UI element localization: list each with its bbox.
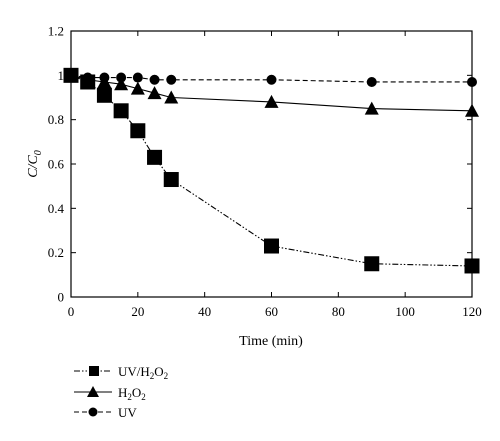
- legend-item-h2o2: H2O2: [74, 385, 146, 402]
- x-tick-label: 80: [332, 304, 345, 319]
- y-axis-title-main: C/C: [26, 155, 41, 178]
- data-point-triangle: [130, 81, 145, 95]
- data-point-triangle: [364, 101, 379, 115]
- legend: UV/H2O2 H2O2 UV: [74, 364, 168, 420]
- y-axis-title: C/C0: [26, 150, 44, 178]
- data-point-circle: [467, 76, 477, 87]
- data-point-square: [130, 123, 146, 139]
- x-tick-label: 60: [265, 304, 278, 319]
- series-uv: [66, 70, 477, 87]
- x-axis-title: Time (min): [239, 334, 303, 349]
- series-line-uv: [70, 74, 472, 83]
- y-tick-label: 0.2: [48, 245, 64, 260]
- data-point-circle: [99, 72, 110, 83]
- x-tick-label: 40: [198, 304, 211, 319]
- y-tick-label: 1: [58, 68, 65, 83]
- data-point-triangle: [264, 94, 279, 108]
- data-point-triangle: [114, 77, 129, 91]
- legend-label-h2o2: H2O2: [118, 385, 146, 402]
- data-point-circle: [82, 72, 93, 83]
- x-tick-label: 120: [462, 304, 482, 319]
- data-point-square: [96, 87, 112, 103]
- data-point-circle: [132, 72, 143, 83]
- y-tick-label: 0.4: [48, 201, 65, 216]
- data-point-square: [364, 256, 380, 272]
- legend-item-uv: UV: [74, 405, 137, 420]
- x-tick-label: 20: [131, 304, 144, 319]
- data-point-square: [113, 103, 129, 119]
- data-point-circle: [149, 74, 160, 85]
- data-point-circle: [366, 76, 377, 87]
- axis-ticks: 0 20 40 60 80 100 120 0 0.2 0.4 0.6 0.8 1 1.2: [48, 24, 482, 320]
- legend-marker-square: [89, 366, 99, 376]
- y-tick-label: 0.8: [48, 112, 64, 127]
- x-tick-label: 0: [68, 304, 75, 319]
- y-axis-title-sub: 0: [33, 150, 44, 155]
- series-line-uv-h2o2: [70, 74, 473, 267]
- y-tick-label: 0: [58, 290, 65, 305]
- data-point-square: [147, 149, 163, 165]
- data-point-circle: [66, 70, 76, 81]
- legend-label-uv-h2o2: UV/H2O2: [118, 364, 168, 381]
- data-point-square: [163, 172, 179, 188]
- data-point-circle: [116, 72, 127, 83]
- data-point-square: [264, 238, 279, 254]
- legend-marker-circle: [88, 407, 98, 417]
- legend-item-uv-h2o2: UV/H2O2: [74, 364, 168, 381]
- data-point-circle: [166, 74, 177, 85]
- data-point-triangle: [164, 90, 179, 104]
- plot-frame: [70, 30, 473, 298]
- y-tick-label: 1.2: [48, 24, 64, 39]
- x-tick-label: 100: [395, 304, 415, 319]
- legend-marker-triangle: [87, 386, 99, 397]
- data-point-circle: [266, 74, 277, 85]
- y-tick-label: 0.6: [48, 157, 65, 172]
- data-point-triangle: [465, 103, 479, 117]
- series-line-h2o2: [70, 74, 473, 112]
- data-point-square: [464, 258, 480, 274]
- legend-label-uv: UV: [118, 405, 137, 420]
- series-layer: [63, 67, 480, 274]
- data-point-triangle: [147, 86, 162, 100]
